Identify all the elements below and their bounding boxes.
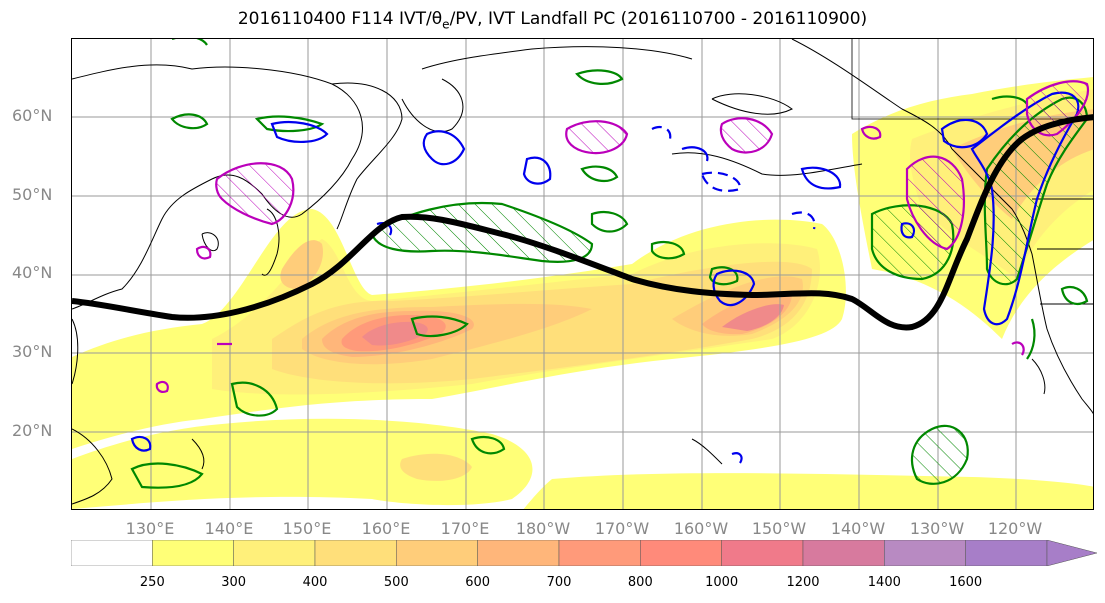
ivt-level-800 bbox=[362, 321, 428, 346]
colorbar-cell bbox=[477, 539, 560, 567]
lat-label-40n: 40°N bbox=[12, 263, 53, 282]
colorbar-cell bbox=[640, 539, 722, 567]
colorbar-tick-label: 250 bbox=[139, 575, 165, 590]
colorbar-cell bbox=[802, 539, 885, 567]
colorbar-tick-label: 400 bbox=[302, 575, 328, 590]
colorbar-tick-label: 1600 bbox=[949, 575, 983, 590]
colorbar-tick-label: 800 bbox=[627, 575, 653, 590]
lon-label-180w: 180°W bbox=[515, 519, 571, 538]
lon-label-170e: 170°E bbox=[440, 519, 490, 538]
lon-label-140e: 140°E bbox=[204, 519, 254, 538]
lon-label-170w: 170°W bbox=[594, 519, 650, 538]
colorbar-cell bbox=[152, 539, 234, 567]
lat-label-50n: 50°N bbox=[12, 185, 53, 204]
colorbar-cell bbox=[558, 539, 641, 567]
colorbar-cell bbox=[884, 539, 966, 567]
ivt-level-700b bbox=[722, 304, 784, 331]
lon-label-150w: 150°W bbox=[751, 519, 807, 538]
colorbar-tick-label: 600 bbox=[465, 575, 491, 590]
title-prefix: 2016110400 F114 IVT/ bbox=[237, 9, 432, 29]
colorbar-cell bbox=[233, 539, 316, 567]
title-theta: θ bbox=[431, 9, 443, 29]
ivt-level-250c bbox=[523, 473, 1093, 509]
colorbar-cell bbox=[721, 539, 804, 567]
title-suffix: /PV, IVT Landfall PC (2016110700 - 20161… bbox=[449, 9, 868, 29]
lat-label-20n: 20°N bbox=[12, 421, 53, 440]
colorbar-tick-label: 300 bbox=[221, 575, 247, 590]
lon-label-160w: 160°W bbox=[673, 519, 729, 538]
lat-label-60n: 60°N bbox=[12, 106, 53, 125]
ivt-level-250b bbox=[72, 418, 533, 509]
ivt-level-south bbox=[400, 453, 472, 481]
lat-label-30n: 30°N bbox=[12, 342, 53, 361]
ivt-pc-line bbox=[72, 114, 1093, 331]
colorbar-svg bbox=[70, 539, 1098, 567]
colorbar-extend-arrow bbox=[1046, 539, 1098, 567]
lon-label-150e: 150°E bbox=[282, 519, 332, 538]
ivt-level-near-japan bbox=[280, 240, 323, 289]
map-panel[interactable] bbox=[71, 38, 1094, 510]
colorbar-cell bbox=[314, 539, 397, 567]
colorbar bbox=[70, 539, 1101, 570]
colorbar-cell bbox=[396, 539, 478, 567]
colorbar-tick-label: 500 bbox=[383, 575, 409, 590]
lon-label-140w: 140°W bbox=[830, 519, 886, 538]
colorbar-tick-label: 700 bbox=[546, 575, 572, 590]
map-title: 2016110400 F114 IVT/θe/PV, IVT Landfall … bbox=[0, 9, 1105, 31]
lon-label-130e: 130°E bbox=[125, 519, 175, 538]
title-theta-sub: e bbox=[442, 17, 450, 32]
colorbar-cell bbox=[70, 539, 153, 567]
lon-label-160e: 160°E bbox=[361, 519, 411, 538]
colorbar-tick-label: 1000 bbox=[705, 575, 739, 590]
lon-label-130w: 130°W bbox=[909, 519, 965, 538]
colorbar-tick-label: 1400 bbox=[867, 575, 901, 590]
map-canvas bbox=[72, 39, 1093, 509]
landfall-pc-contours bbox=[155, 80, 1090, 393]
colorbar-tick-label: 1200 bbox=[786, 575, 820, 590]
lon-label-120w: 120°W bbox=[987, 519, 1043, 538]
colorbar-cell bbox=[965, 539, 1048, 567]
